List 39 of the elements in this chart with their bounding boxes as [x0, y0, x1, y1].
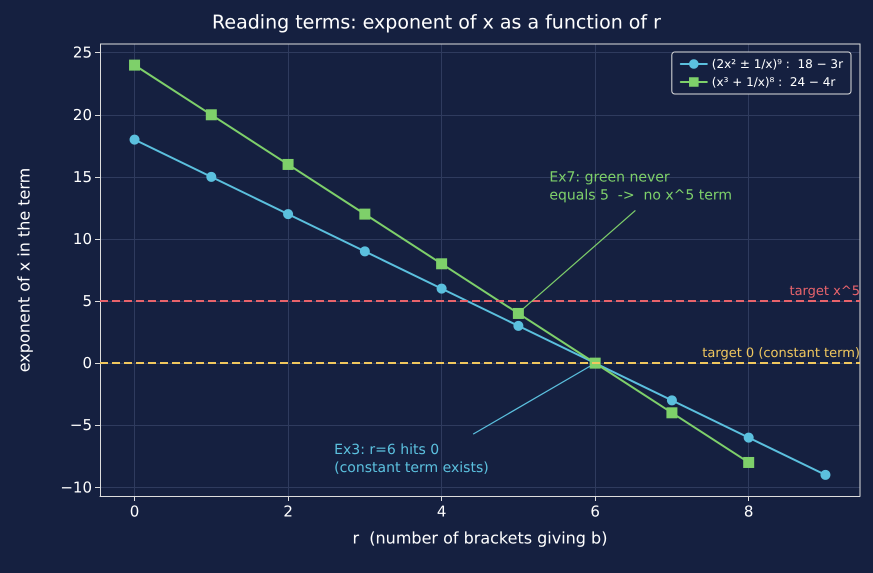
annotation: Ex3: r=6 hits 0 (constant term exists): [334, 442, 489, 476]
y-tick-label: −10: [60, 478, 92, 496]
point: [513, 320, 524, 331]
point: [129, 60, 140, 71]
point: [206, 109, 217, 120]
point: [283, 209, 294, 220]
y-tick-label: 20: [72, 106, 92, 124]
x-tick-label: 6: [590, 502, 600, 520]
y-tick-label: 10: [72, 230, 92, 248]
x-axis-title: r (number of brackets giving b): [352, 528, 608, 548]
x-tick-label: 0: [130, 502, 140, 520]
point: [743, 456, 754, 468]
y-axis-title: exponent of x in the term: [14, 168, 34, 372]
legend-label: (2x² ± 1/x)⁹ : 18 − 3r: [712, 57, 844, 71]
point: [282, 158, 294, 170]
x-tick-label: 4: [436, 502, 446, 520]
y-tick-label: −5: [70, 416, 92, 434]
point: [206, 172, 216, 182]
annotation: Ex7: green never equals 5 -> no x^5 term: [549, 169, 732, 204]
legend-label: (x³ + 1/x)⁸ : 24 − 4r: [712, 75, 836, 89]
x-tick-label: 2: [283, 502, 293, 520]
point: [820, 470, 830, 480]
y-tick-label: 5: [82, 292, 92, 310]
point: [666, 395, 677, 406]
point: [360, 246, 370, 256]
point: [512, 308, 524, 319]
y-tick-label: 15: [72, 168, 92, 186]
point: [744, 432, 754, 443]
x-tick-label: 8: [744, 502, 754, 520]
chart-title: Reading terms: exponent of x as a function of r: [212, 12, 662, 34]
ref-line-label: target 0 (constant term): [702, 346, 860, 362]
point: [359, 208, 370, 220]
point: [436, 258, 448, 270]
point: [666, 407, 678, 418]
point: [130, 134, 140, 145]
y-tick-label: 25: [72, 44, 92, 62]
y-tick-label: 0: [82, 354, 92, 372]
point: [436, 284, 447, 294]
ref-line-label: target x^5: [789, 284, 860, 300]
